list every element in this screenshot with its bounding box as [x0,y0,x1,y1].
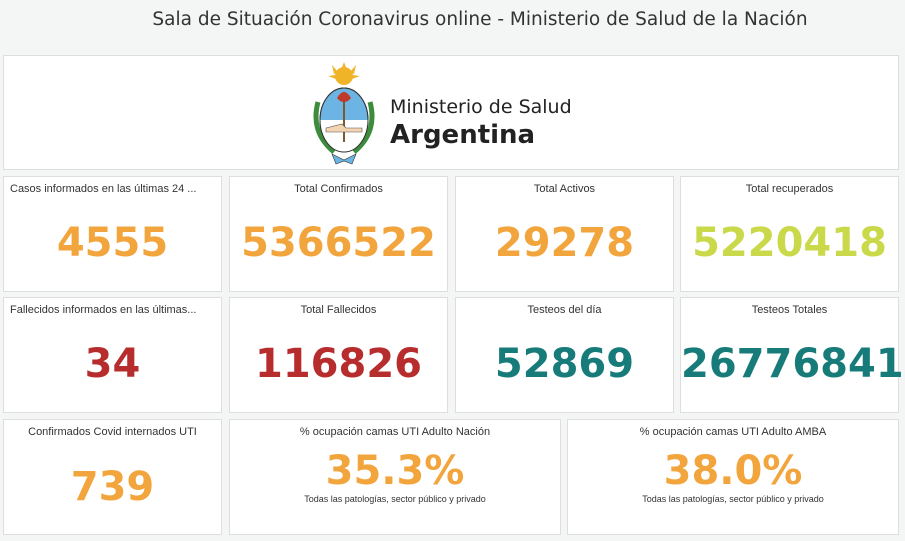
card-title: Confirmados Covid internados UTI [28,426,197,438]
card-title: % ocupación camas UTI Adulto AMBA [639,426,827,438]
card-icu-confirmed: Confirmados Covid internados UTI 739 [3,419,222,535]
logo-ministry-name: Ministerio de Salud [390,96,572,118]
card-title: Fallecidos informados en las últimas... [10,304,197,316]
card-value: 34 [84,341,141,387]
card-title: Total recuperados [745,183,834,195]
card-value: 739 [70,464,155,510]
card-value: 38.0% [663,448,803,494]
ministry-logo: Ministerio de Salud Argentina [304,62,594,166]
card-value: 29278 [494,220,635,266]
card-title: % ocupación camas UTI Adulto Nación [299,426,491,438]
card-value: 35.3% [325,448,465,494]
card-subtitle: Todas las patologías, sector público y p… [642,494,824,504]
coat-of-arms-icon [313,62,375,165]
card-subtitle: Todas las patologías, sector público y p… [304,494,486,504]
card-title: Total Activos [533,183,596,195]
card-title: Total Confirmados [294,183,383,195]
page-title: Sala de Situación Coronavirus online - M… [152,9,808,30]
card-deaths-24h: Fallecidos informados en las últimas... … [3,297,222,413]
card-tests-total: Testeos Totales 26776841 [680,297,904,413]
card-value: 4555 [56,220,169,266]
card-title: Testeos Totales [751,304,828,316]
card-tests-day: Testeos del día 52869 [455,297,674,413]
card-title: Testeos del día [527,304,602,316]
card-title: Total Fallecidos [300,304,377,316]
card-total-confirmed: Total Confirmados 5366522 [229,176,448,292]
card-value: 26776841 [681,341,904,387]
card-value: 52869 [494,341,635,387]
card-total-deaths: Total Fallecidos 116826 [229,297,448,413]
card-icu-occupancy-nation: % ocupación camas UTI Adulto Nación 35.3… [229,419,561,535]
card-total-recovered: Total recuperados 5220418 [680,176,899,292]
logo-panel: Ministerio de Salud Argentina [3,55,899,170]
card-value: 5220418 [692,220,887,266]
card-title: Casos informados en las últimas 24 ... [10,183,197,195]
card-icu-occupancy-amba: % ocupación camas UTI Adulto AMBA 38.0% … [567,419,899,535]
logo-country-name: Argentina [390,120,536,150]
card-total-active: Total Activos 29278 [455,176,674,292]
card-cases-24h: Casos informados en las últimas 24 ... 4… [3,176,222,292]
card-value: 116826 [255,341,422,387]
card-value: 5366522 [241,220,436,266]
